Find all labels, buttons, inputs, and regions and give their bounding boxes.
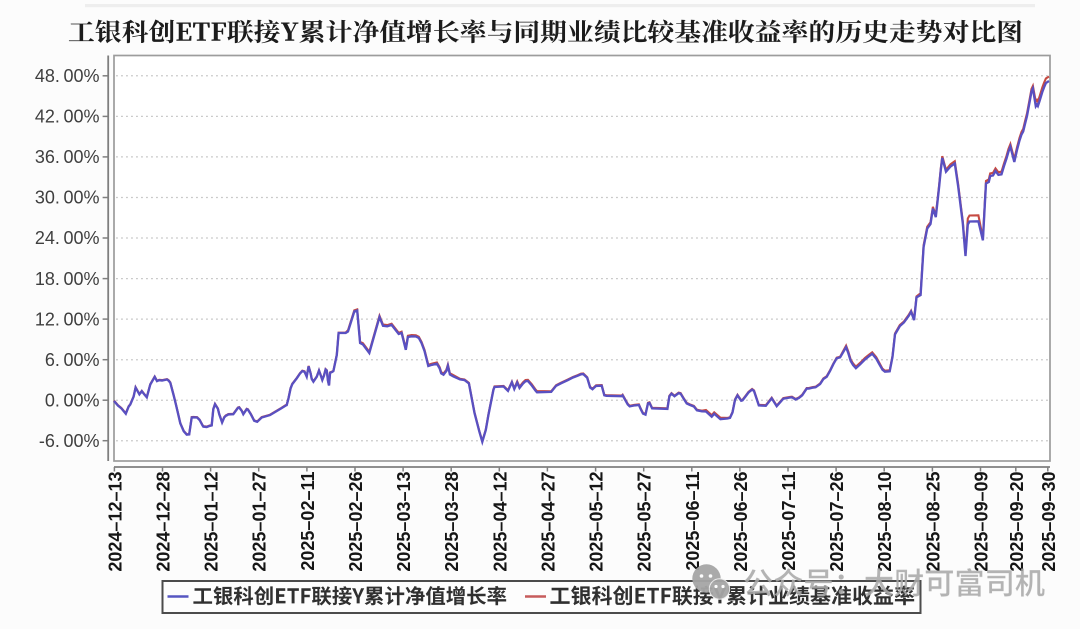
svg-text:2024–12–13: 2024–12–13 [105,472,125,572]
svg-text:2025–09–09: 2025–09–09 [972,472,992,572]
svg-text:-6. 00%: -6. 00% [39,431,100,451]
svg-text:2025–04–27: 2025–04–27 [538,472,558,572]
svg-text:2025–06–11: 2025–06–11 [683,472,703,571]
svg-text:2025–04–12: 2025–04–12 [490,472,510,572]
svg-text:2025–07–26: 2025–07–26 [827,472,847,572]
svg-text:30. 00%: 30. 00% [35,188,100,208]
svg-text:2024–12–28: 2024–12–28 [154,472,174,572]
svg-text:2025–05–27: 2025–05–27 [635,472,655,572]
svg-text:6. 00%: 6. 00% [45,350,100,370]
svg-text:2025–03–13: 2025–03–13 [394,472,414,572]
svg-text:2025–07–11: 2025–07–11 [779,472,799,571]
svg-text:2025–06–26: 2025–06–26 [731,472,751,572]
svg-text:2025–05–12: 2025–05–12 [587,472,607,572]
svg-text:42. 00%: 42. 00% [35,107,100,127]
svg-text:2025–08–10: 2025–08–10 [875,472,895,572]
svg-text:2025–01–27: 2025–01–27 [250,472,270,572]
svg-text:18. 00%: 18. 00% [35,269,100,289]
svg-text:2025–09–20: 2025–09–20 [1007,472,1027,572]
svg-text:2025–02–11: 2025–02–11 [298,472,318,571]
svg-text:2025–01–12: 2025–01–12 [202,472,222,572]
svg-text:48. 00%: 48. 00% [35,66,100,86]
svg-text:24. 00%: 24. 00% [35,228,100,248]
svg-text:0. 00%: 0. 00% [45,390,100,410]
svg-text:2025–08–25: 2025–08–25 [923,472,943,572]
svg-text:2025–02–26: 2025–02–26 [346,472,366,572]
svg-text:36. 00%: 36. 00% [35,147,100,167]
svg-text:12. 00%: 12. 00% [35,309,100,329]
svg-text:2025–03–28: 2025–03–28 [442,472,462,572]
svg-text:2025–09–30: 2025–09–30 [1039,472,1059,572]
